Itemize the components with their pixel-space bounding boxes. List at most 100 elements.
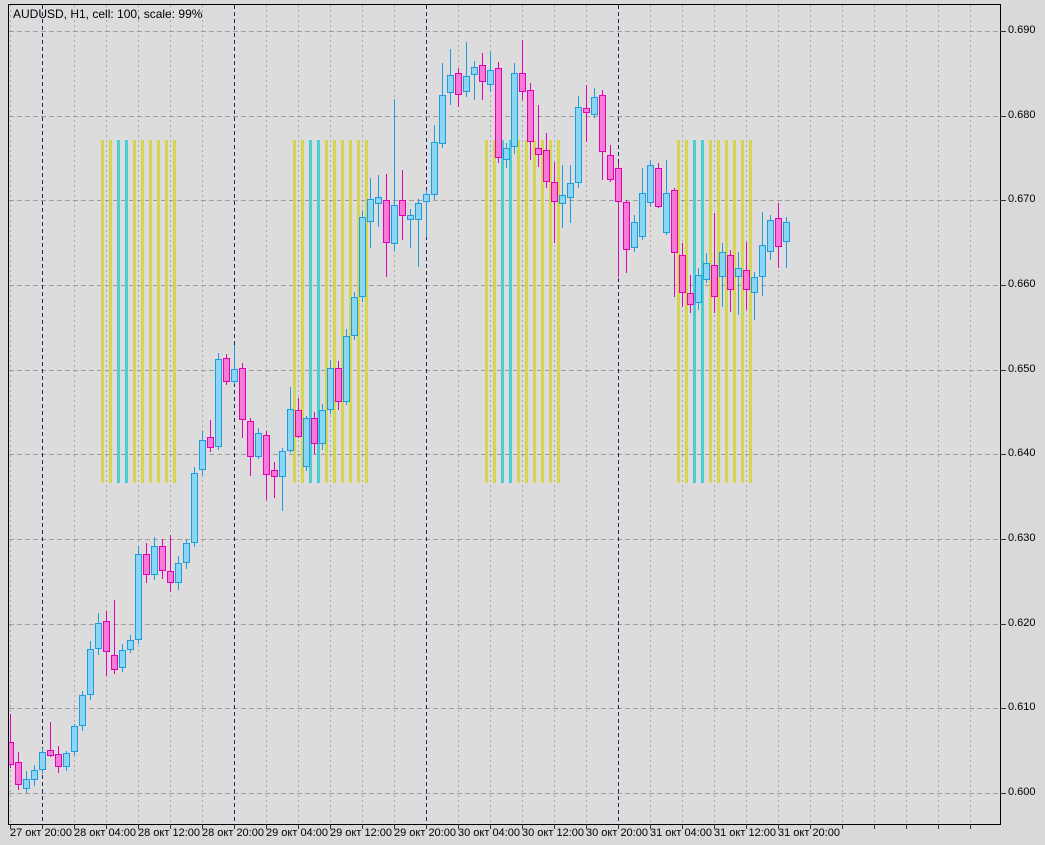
vertical-gridline (842, 5, 843, 824)
time-tick-mark (138, 824, 139, 829)
candle-wick (738, 251, 739, 315)
horizontal-gridline (9, 285, 1000, 286)
bear-candle (519, 73, 526, 92)
price-tick-mark (1000, 285, 1006, 286)
bull-candle (447, 75, 454, 93)
session-band-line (341, 140, 344, 483)
time-axis-label: 31 окт 12:00 (714, 827, 776, 839)
price-tick-mark (1000, 539, 1006, 541)
bear-candle (583, 108, 590, 114)
candle-wick (410, 208, 411, 248)
candle-wick (618, 163, 619, 278)
bear-candle (455, 73, 462, 96)
session-band-line (485, 140, 488, 483)
horizontal-gridline (9, 369, 1000, 371)
vertical-gridline (266, 5, 267, 824)
vertical-gridline (106, 5, 107, 824)
bear-candle (311, 417, 318, 445)
time-tick-mark (618, 824, 619, 829)
vertical-gridline (202, 5, 203, 824)
bull-candle (63, 753, 70, 767)
time-axis-label: 30 окт 20:00 (586, 827, 648, 839)
bear-candle (55, 754, 62, 767)
vertical-gridline (522, 5, 523, 824)
candle-wick (522, 40, 523, 100)
bull-candle (95, 622, 102, 650)
bear-candle (543, 150, 550, 182)
time-tick-mark (522, 824, 523, 829)
session-band-line (701, 140, 704, 483)
session-band-line (741, 140, 744, 483)
bear-candle (247, 421, 254, 457)
price-tick-mark (1000, 454, 1006, 456)
bull-candle (127, 639, 134, 650)
vertical-gridline (586, 5, 587, 824)
bull-candle (703, 262, 710, 280)
bear-candle (167, 571, 174, 584)
session-band-line (101, 140, 104, 483)
bear-candle (495, 68, 502, 158)
time-axis-label: 31 окт 20:00 (778, 827, 840, 839)
bear-candle (727, 255, 734, 291)
bull-candle (407, 214, 414, 220)
plot-area[interactable]: AUDUSD, H1, cell: 100, scale: 99% (8, 4, 1001, 825)
vertical-gridline (394, 5, 395, 824)
vertical-gridline (650, 5, 651, 824)
bull-candle (751, 277, 758, 293)
bull-candle (463, 75, 470, 92)
session-band-line (501, 140, 504, 483)
price-axis-label: 0.600 (1008, 786, 1036, 799)
time-axis-label: 29 окт 12:00 (330, 827, 392, 839)
session-band-line (109, 140, 112, 483)
bull-candle (391, 205, 398, 245)
bull-candle (191, 472, 198, 544)
bear-candle (607, 154, 614, 180)
time-tick-mark (586, 824, 587, 829)
horizontal-gridline (9, 708, 1000, 710)
price-axis-label: 0.650 (1008, 362, 1036, 375)
time-tick-mark (778, 824, 779, 829)
time-tick-mark (458, 824, 459, 829)
time-tick-mark (426, 824, 427, 829)
time-axis-label: 29 окт 04:00 (266, 827, 328, 839)
time-axis-label: 30 окт 04:00 (458, 827, 520, 839)
vertical-gridline (778, 5, 779, 824)
bull-candle (135, 554, 142, 640)
bull-candle (735, 268, 742, 278)
time-tick-mark (906, 824, 907, 829)
time-axis-label: 29 окт 20:00 (394, 827, 456, 839)
bear-candle (103, 621, 110, 653)
session-band-line (557, 140, 560, 483)
bull-candle (591, 97, 598, 115)
bear-candle (207, 436, 214, 448)
bear-candle (623, 202, 630, 251)
vertical-gridline (682, 5, 683, 824)
price-axis-label: 0.620 (1008, 616, 1036, 629)
bear-candle (679, 255, 686, 293)
time-tick-mark (106, 824, 107, 829)
time-tick-mark (394, 824, 395, 829)
bear-candle (335, 367, 342, 402)
time-tick-mark (298, 824, 299, 829)
bear-candle (271, 470, 278, 478)
bear-candle (711, 264, 718, 297)
bull-candle (647, 164, 654, 203)
candle-wick (114, 599, 115, 675)
session-band-line (333, 140, 336, 483)
time-tick-mark (650, 824, 651, 829)
day-separator-line (234, 5, 235, 824)
bull-candle (695, 274, 702, 303)
bull-candle (23, 778, 30, 789)
vertical-gridline (938, 5, 939, 824)
session-band-line (301, 140, 304, 483)
time-tick-mark (714, 824, 715, 829)
bull-candle (439, 95, 446, 144)
price-axis-label: 0.660 (1008, 278, 1036, 290)
candle-wick (170, 534, 171, 592)
time-tick-mark (874, 824, 875, 829)
bull-candle (415, 202, 422, 220)
chart-title: AUDUSD, H1, cell: 100, scale: 99% (13, 7, 203, 21)
time-tick-mark (746, 824, 747, 829)
session-band-line (493, 140, 496, 483)
vertical-gridline (970, 5, 971, 824)
